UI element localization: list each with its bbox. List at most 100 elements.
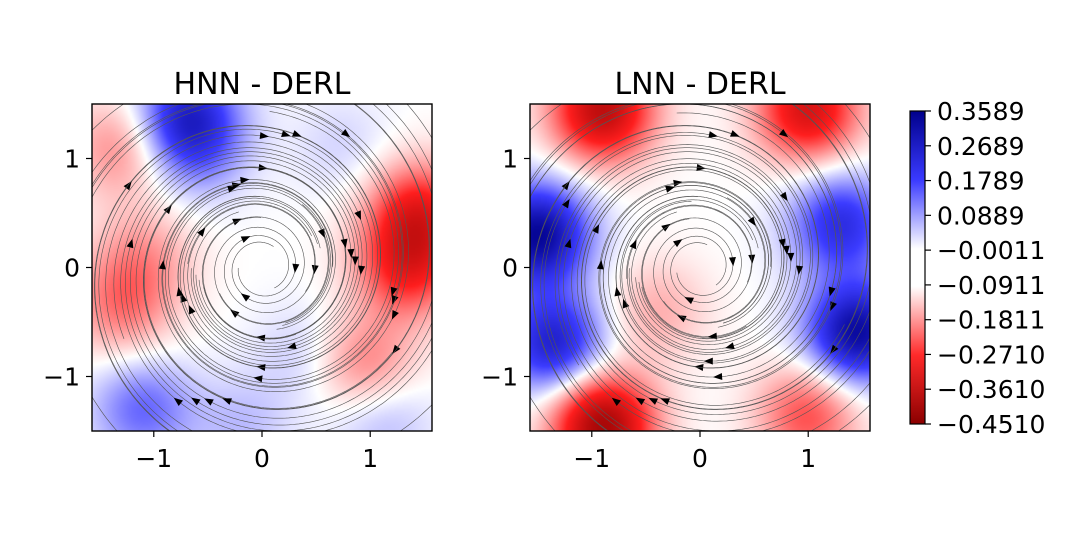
- streamlines-lnn: [530, 104, 870, 431]
- streamline-arrow-lnn: [648, 397, 659, 405]
- heatmap-panel-lnn: LNN - DERL −1 0 1 −1 0 1: [481, 67, 871, 474]
- streamline-hnn: [135, 104, 432, 419]
- panel-title-hnn: HNN - DERL: [174, 67, 351, 102]
- streamline-arrow-hnn: [173, 397, 184, 407]
- streamline-arrow-lnn: [614, 286, 622, 297]
- streamline-arrow-lnn: [684, 297, 695, 305]
- y-tick-label-lnn: 0: [502, 254, 518, 283]
- y-tick-label-lnn: −1: [481, 363, 518, 392]
- streamline-arrow-hnn: [259, 132, 269, 140]
- heatmap-field-hnn: [92, 104, 432, 431]
- streamline-arrow-lnn: [778, 128, 789, 138]
- streamline-arrow-lnn: [778, 238, 786, 249]
- tick-group-lnn: −1 0 1 −1 0 1: [481, 145, 816, 474]
- streamline-hnn: [187, 203, 316, 313]
- colorbar-gradient: [909, 110, 926, 425]
- streamline-arrow-lnn: [728, 257, 736, 267]
- streamline-lnn: [530, 104, 837, 384]
- streamline-arrow-hnn: [340, 128, 351, 138]
- streamline-lnn: [540, 132, 814, 431]
- streamline-arrow-lnn: [725, 342, 735, 350]
- streamline-arrow-lnn: [707, 332, 718, 340]
- streamline-hnn: [92, 104, 409, 392]
- streamline-arrow-lnn: [596, 260, 604, 270]
- streamline-arrow-lnn: [747, 216, 756, 227]
- streamline-arrow-hnn: [354, 210, 361, 221]
- streamline-arrow-lnn: [665, 185, 675, 193]
- streamline-arrow-hnn: [230, 309, 240, 318]
- streamline-lnn: [581, 104, 868, 410]
- streamline-arrow-lnn: [796, 265, 804, 275]
- streamline-lnn: [584, 169, 845, 406]
- colorbar-tick-label: −0.3610: [937, 375, 1045, 404]
- streamline-lnn: [563, 151, 870, 431]
- streamline-arrow-lnn: [713, 373, 723, 381]
- colorbar-tick-label: 0.2689: [937, 132, 1024, 161]
- streamline-lnn: [641, 217, 747, 338]
- streamline-hnn: [94, 125, 381, 431]
- streamline-arrow-hnn: [281, 130, 291, 138]
- streamline-arrow-hnn: [253, 375, 263, 383]
- colorbar-tick-label: 0.3589: [937, 97, 1024, 126]
- streamline-lnn: [653, 197, 766, 324]
- x-tick-label-lnn: 0: [692, 444, 708, 473]
- streamline-arrow-hnn: [351, 256, 359, 266]
- y-tick-label-hnn: 0: [64, 254, 80, 283]
- streamline-lnn: [576, 104, 870, 415]
- colorbar-tick-label: 0.1789: [937, 167, 1024, 196]
- y-tick-label-hnn: −1: [43, 363, 80, 392]
- streamline-hnn: [105, 134, 373, 431]
- streamline-hnn: [214, 204, 330, 325]
- streamline-arrow-lnn: [828, 286, 836, 297]
- x-tick-label-hnn: −1: [135, 444, 172, 473]
- streamline-hnn: [120, 104, 432, 431]
- y-tick-label-hnn: 1: [64, 145, 80, 174]
- panel-title-lnn: LNN - DERL: [614, 67, 785, 102]
- streamline-arrow-hnn: [318, 228, 325, 238]
- streamline-arrow-lnn: [782, 245, 790, 255]
- streamline-lnn: [554, 144, 803, 366]
- streamline-arrow-lnn: [830, 301, 837, 311]
- colorbar-tick-label: −0.1811: [937, 306, 1045, 335]
- streamline-arrow-hnn: [188, 304, 196, 315]
- streamline-arrow-lnn: [562, 198, 570, 209]
- colorbar-ticks: 0.3589 0.2689 0.1789 0.0889 −0.0011 −0.0911 −0…: [925, 97, 1045, 439]
- streamline-arrow-hnn: [240, 293, 251, 302]
- x-tick-label-hnn: 1: [362, 444, 378, 473]
- streamline-arrow-hnn: [191, 397, 201, 406]
- streamlines-hnn: [92, 104, 432, 431]
- streamline-hnn: [168, 111, 395, 380]
- streamline-lnn: [530, 104, 842, 431]
- colorbar-tick-label: −0.2710: [937, 340, 1045, 369]
- streamline-lnn: [608, 112, 830, 378]
- streamline-lnn: [558, 104, 870, 431]
- streamline-arrow-hnn: [126, 238, 134, 249]
- streamline-hnn: [113, 141, 368, 357]
- streamline-arrow-hnn: [340, 238, 348, 249]
- streamline-arrow-lnn: [673, 239, 683, 248]
- streamline-arrow-lnn: [677, 315, 687, 323]
- streamline-hnn: [125, 151, 432, 431]
- streamline-hnn: [144, 167, 393, 409]
- x-tick-label-lnn: 1: [800, 444, 816, 473]
- streamline-lnn: [532, 125, 819, 431]
- streamline-arrow-lnn: [591, 224, 600, 234]
- streamline-arrow-lnn: [660, 398, 670, 405]
- colorbar-tick-label: −0.4510: [937, 410, 1045, 439]
- streamline-arrow-hnn: [240, 176, 250, 184]
- streamline-arrow-hnn: [390, 286, 398, 297]
- streamline-hnn: [92, 104, 399, 384]
- streamline-lnn: [530, 104, 844, 390]
- streamline-arrow-hnn: [180, 292, 188, 303]
- streamline-arrow-hnn: [240, 236, 251, 243]
- streamline-lnn: [626, 204, 753, 312]
- streamline-hnn: [143, 104, 430, 410]
- streamline-arrow-hnn: [227, 185, 237, 193]
- heatmap-field-lnn: [530, 104, 870, 431]
- streamline-arrow-lnn: [748, 254, 756, 264]
- streamline-arrow-hnn: [176, 286, 184, 297]
- streamline-lnn: [571, 104, 870, 422]
- streamline-arrow-lnn: [730, 130, 740, 137]
- x-tick-label-lnn: −1: [573, 444, 610, 473]
